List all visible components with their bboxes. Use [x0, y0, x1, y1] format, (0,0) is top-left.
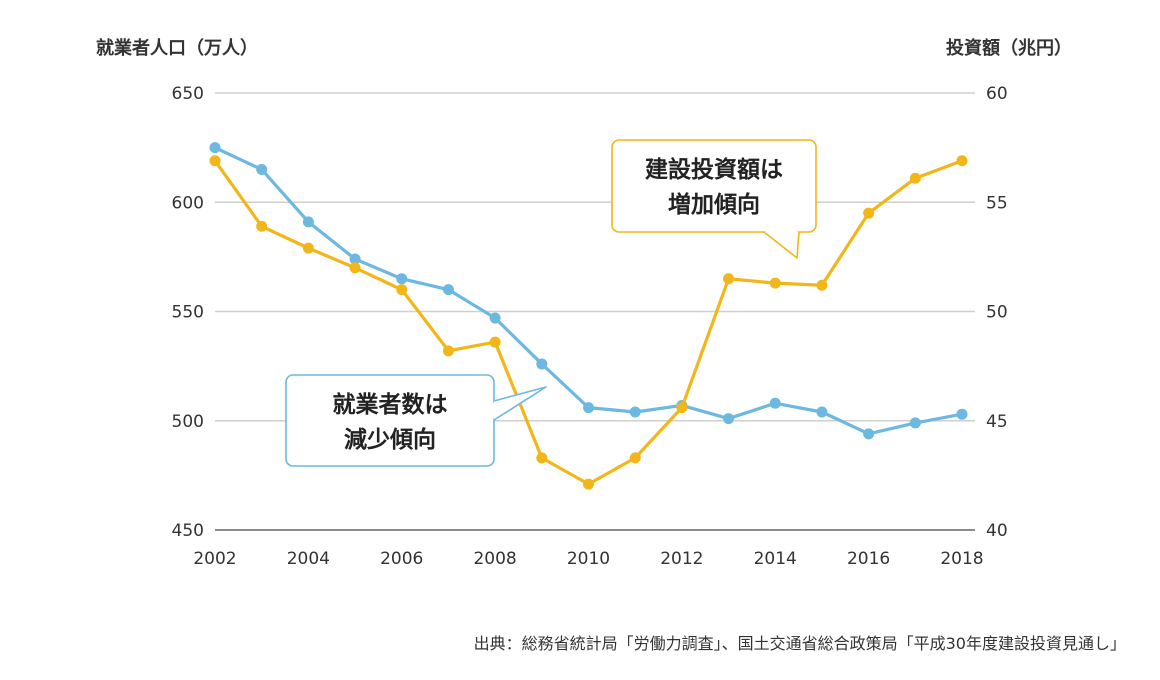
axis-ticks: 650 600 550 500 450 60 55 50 45 40 2002 2004 2006 200… — [172, 84, 1008, 569]
data-point-investment — [956, 155, 968, 167]
x-tick-label: 2006 — [380, 549, 423, 569]
data-point-employment — [863, 428, 875, 440]
y-left-tick-label: 650 — [172, 84, 204, 104]
callout-text-line: 減少傾向 — [344, 426, 436, 453]
x-tick-label: 2018 — [940, 549, 983, 569]
data-point-employment — [536, 358, 548, 370]
data-point-employment — [723, 413, 735, 425]
data-point-employment — [583, 402, 594, 414]
data-point-investment — [769, 277, 781, 289]
data-point-investment — [256, 220, 268, 232]
data-point-investment — [583, 478, 594, 490]
data-point-investment — [909, 172, 921, 184]
data-point-investment — [442, 345, 454, 357]
y-right-tick-label: 55 — [986, 193, 1008, 213]
data-point-investment — [676, 402, 688, 414]
data-point-investment — [536, 452, 548, 464]
series-investment — [209, 155, 968, 490]
data-point-employment — [209, 142, 221, 154]
callout-tail — [763, 231, 800, 259]
data-point-employment — [629, 406, 641, 418]
data-point-employment — [302, 216, 314, 228]
data-point-investment — [349, 262, 361, 274]
x-tick-label: 2012 — [660, 549, 703, 569]
data-point-employment — [442, 284, 454, 296]
data-point-investment — [723, 273, 735, 285]
x-tick-label: 2010 — [567, 549, 610, 569]
data-point-investment — [209, 155, 221, 167]
data-point-investment — [863, 207, 875, 219]
callout-tail — [493, 386, 547, 421]
data-point-employment — [909, 417, 921, 429]
data-point-investment — [302, 242, 314, 254]
callout-text-line: 就業者数は — [333, 391, 448, 418]
data-point-employment — [349, 253, 361, 265]
y-left-tick-label: 550 — [172, 303, 204, 323]
callout-box — [611, 139, 817, 233]
x-tick-label: 2002 — [193, 549, 236, 569]
data-point-investment — [396, 284, 408, 296]
right-axis-title: 投資額（兆円） — [946, 37, 1072, 59]
data-point-employment — [396, 273, 408, 285]
x-tick-label: 2008 — [473, 549, 516, 569]
data-point-employment — [956, 408, 968, 420]
left-axis-title: 就業者人口（万人） — [96, 37, 258, 59]
x-tick-label: 2014 — [754, 549, 797, 569]
y-left-tick-label: 450 — [172, 521, 204, 541]
callout-text-line: 増加傾向 — [668, 191, 760, 218]
x-tick-label: 2004 — [287, 549, 330, 569]
y-right-tick-label: 40 — [986, 521, 1008, 541]
x-tick-label: 2016 — [847, 549, 890, 569]
data-point-employment — [769, 397, 781, 409]
y-right-tick-label: 60 — [986, 84, 1008, 104]
y-right-tick-label: 50 — [986, 303, 1008, 323]
y-left-tick-label: 600 — [172, 193, 204, 213]
data-point-investment — [629, 452, 641, 464]
series-group — [209, 142, 968, 490]
y-left-tick-label: 500 — [172, 412, 204, 432]
source-note: 出典：総務省統計局「労働力調査」、国土交通省総合政策局「平成30年度建設投資見通… — [473, 634, 1126, 653]
y-right-tick-label: 45 — [986, 412, 1008, 432]
data-point-employment — [256, 163, 268, 175]
data-point-investment — [816, 279, 828, 291]
callout-box — [285, 374, 495, 467]
data-point-investment — [489, 336, 501, 348]
callout-text-line: 建設投資額は — [645, 156, 783, 183]
data-point-employment — [489, 312, 501, 324]
data-point-employment — [816, 406, 828, 418]
